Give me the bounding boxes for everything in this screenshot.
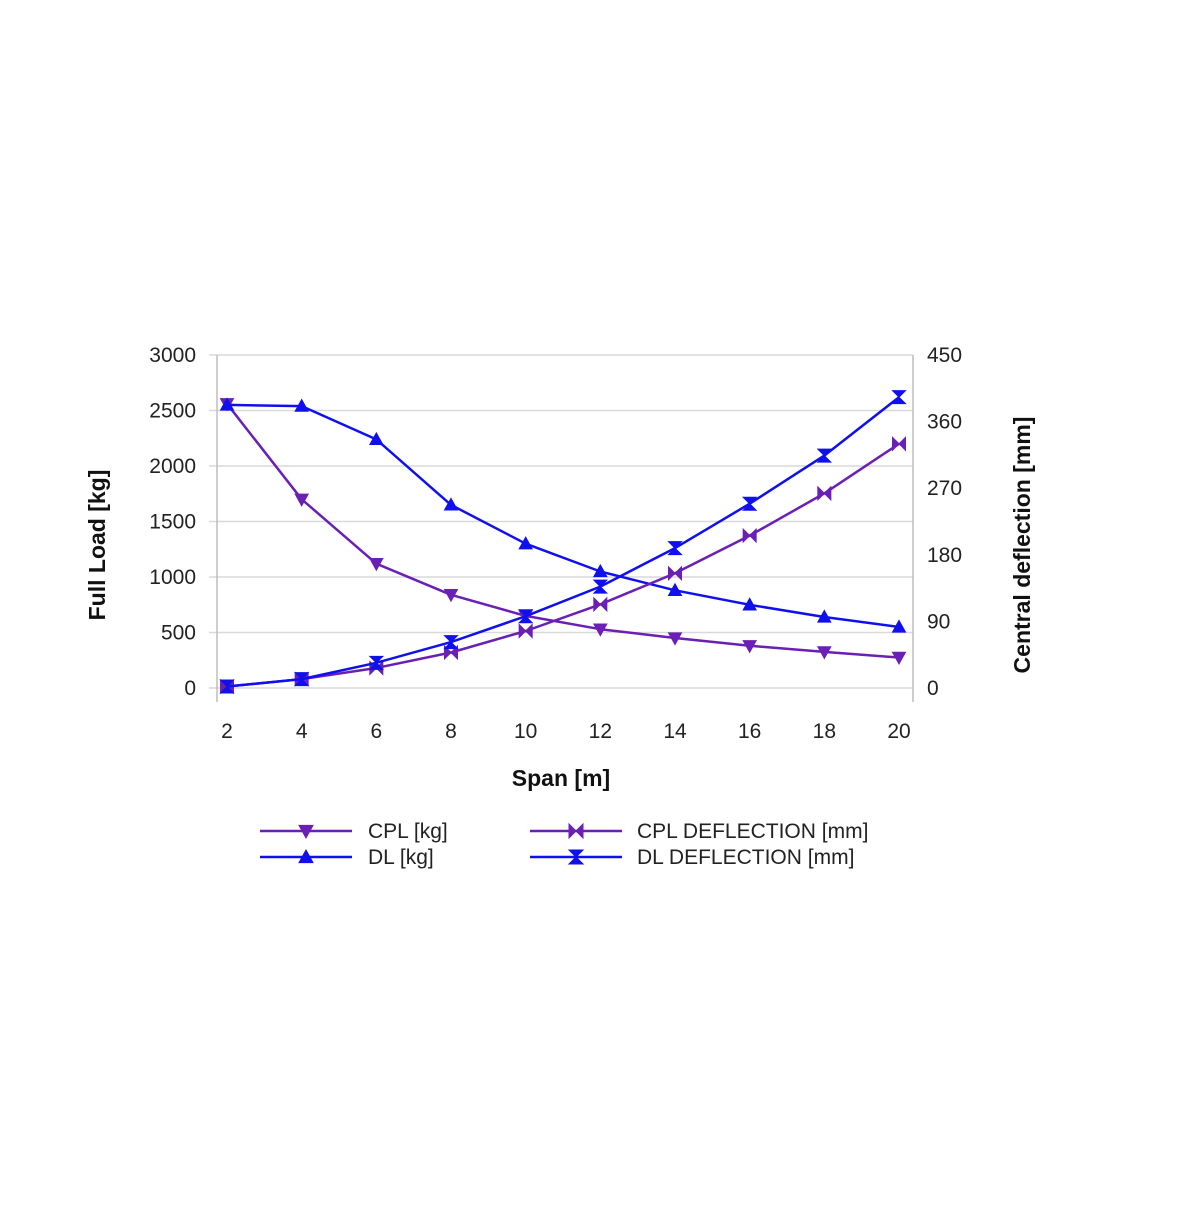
data-point	[667, 582, 683, 597]
data-point	[294, 493, 310, 507]
legend-item-cpl-kg: CPL [kg]	[260, 820, 448, 843]
data-point	[219, 397, 235, 411]
y-left-tick-label: 500	[161, 622, 196, 645]
grid-lines	[209, 354, 913, 689]
data-point	[592, 563, 608, 578]
x-tick-label: 20	[887, 720, 910, 743]
y-right-tick-label: 270	[927, 477, 962, 500]
y-right-tick-label: 180	[927, 544, 962, 567]
series-line	[226, 403, 900, 629]
data-point	[668, 565, 682, 582]
y-right-tick-label: 0	[927, 677, 939, 700]
data-point	[517, 609, 534, 624]
data-point	[891, 651, 907, 666]
data-point	[443, 635, 459, 650]
tick-labels: 0 500 1000 1500 2000 2500 3000 0 90 180 270 360 450 2…	[149, 344, 962, 743]
y-left-tick-label: 0	[184, 677, 196, 700]
series-layer	[219, 390, 907, 695]
data-point	[443, 589, 459, 603]
data-point	[368, 557, 384, 572]
legend-marker-dl-deflection	[567, 849, 585, 865]
series-2	[220, 436, 906, 695]
data-point	[219, 679, 235, 694]
x-tick-label: 4	[296, 720, 308, 743]
data-point	[816, 448, 833, 463]
x-axis-title: Span [m]	[512, 765, 610, 791]
y-right-tick-label: 360	[927, 411, 962, 434]
series-1	[219, 397, 907, 633]
x-tick-label: 10	[514, 720, 537, 743]
data-point	[518, 623, 533, 639]
y-axis-right-title: Central deflection [mm]	[1009, 417, 1035, 674]
series-0	[219, 398, 907, 666]
data-point	[891, 390, 907, 405]
data-point	[368, 431, 384, 446]
data-point	[592, 623, 608, 637]
data-point	[742, 527, 757, 544]
legend-item-dl-kg: DL [kg]	[260, 846, 434, 869]
data-point	[444, 644, 458, 661]
series-line	[226, 396, 900, 688]
y-right-tick-label: 90	[927, 610, 950, 633]
axes	[216, 355, 914, 702]
x-tick-label: 6	[370, 720, 382, 743]
legend-item-cpl-deflection: CPL DEFLECTION [mm]	[530, 820, 868, 843]
series-3	[219, 390, 907, 694]
data-point	[816, 646, 832, 660]
legend: CPL [kg] DL [kg] CPL DEFLECTION [mm] DL …	[260, 820, 868, 869]
data-point	[892, 436, 906, 452]
data-point	[443, 497, 459, 511]
data-point	[741, 496, 758, 511]
y-left-tick-label: 2500	[149, 400, 196, 423]
series-line	[226, 403, 900, 659]
data-point	[742, 640, 758, 654]
y-left-tick-label: 1000	[149, 566, 196, 589]
x-tick-label: 18	[813, 720, 836, 743]
data-point	[667, 541, 683, 556]
legend-label-dl-kg: DL [kg]	[368, 846, 434, 869]
legend-item-dl-deflection: DL DEFLECTION [mm]	[530, 846, 854, 869]
legend-marker-dl-kg	[298, 848, 314, 864]
x-tick-label: 8	[445, 720, 457, 743]
y-right-tick-label: 450	[927, 344, 962, 367]
data-point	[518, 536, 534, 550]
data-point	[593, 596, 608, 613]
data-point	[667, 632, 683, 646]
data-point	[294, 398, 310, 412]
x-tick-label: 12	[589, 720, 612, 743]
series-line	[226, 442, 900, 688]
data-point	[817, 485, 832, 502]
y-axis-left-title: Full Load [kg]	[84, 470, 110, 621]
y-left-tick-label: 2000	[149, 455, 196, 478]
data-point	[293, 672, 310, 687]
x-tick-label: 2	[221, 720, 233, 743]
legend-label-dl-deflection: DL DEFLECTION [mm]	[637, 846, 854, 869]
x-tick-label: 14	[663, 720, 687, 743]
legend-marker-cpl-kg	[298, 824, 314, 840]
data-point	[891, 619, 907, 633]
legend-marker-cpl-deflection	[568, 822, 584, 840]
legend-label-cpl-kg: CPL [kg]	[368, 820, 448, 843]
data-point	[592, 579, 609, 594]
y-left-tick-label: 1500	[149, 511, 196, 534]
data-point	[368, 655, 385, 670]
legend-label-cpl-deflection: CPL DEFLECTION [mm]	[637, 820, 868, 843]
y-left-tick-label: 3000	[149, 344, 196, 367]
x-tick-label: 16	[738, 720, 761, 743]
data-point	[742, 597, 758, 611]
data-point	[816, 609, 832, 623]
